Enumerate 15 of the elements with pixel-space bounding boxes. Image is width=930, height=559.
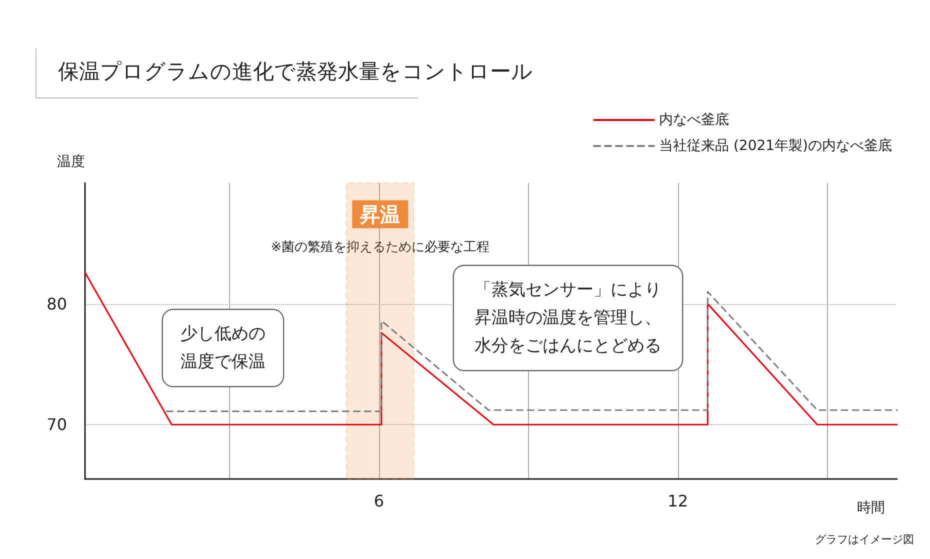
line-series xyxy=(84,272,898,426)
x-axis-title: 時間 xyxy=(857,500,885,516)
band-label: 昇温 xyxy=(359,202,400,226)
y-tick-label: 80 xyxy=(46,294,67,314)
text: グラフはイメージ図 xyxy=(815,533,914,546)
annotation: 「蒸気センサー」により昇温時の温度を管理し、水分をごはんにとどめる xyxy=(474,280,662,356)
x-tick-label: 6 xyxy=(374,492,384,510)
annotation: 少し低めの温度で保温 xyxy=(180,324,266,372)
legend-label: 当社従来品 (2021年製)の内なべ釜底 xyxy=(658,138,892,154)
y-axis-title: 温度 xyxy=(57,154,85,170)
chart-title: 保温プログラムの進化で蒸発水量をコントロール xyxy=(58,60,533,84)
x-tick-label: 12 xyxy=(668,492,688,510)
annotation: ※菌の繁殖を抑えるために必要な工程 xyxy=(270,240,490,255)
legend-label: 内なべ釜底 xyxy=(658,112,729,128)
y-tick-label: 70 xyxy=(46,415,67,434)
